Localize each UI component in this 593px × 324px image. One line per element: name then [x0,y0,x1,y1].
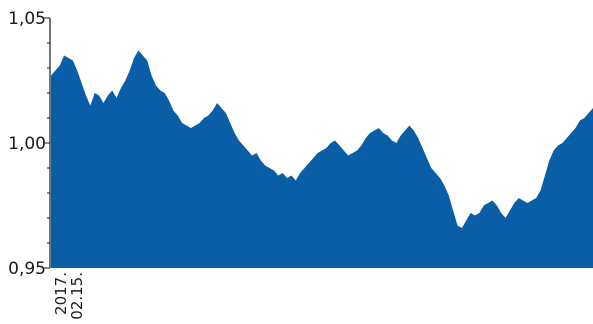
x-tick-label-line: 02.15. [68,272,86,320]
y-tick-label: 0,95 [8,259,46,279]
y-axis-ticks: 1,05 1,00 0,95 [8,9,50,279]
x-tick-label: 2017.02.15. [52,272,86,320]
x-tick-label-line: 2017. [52,272,70,315]
y-tick-label: 1,00 [8,134,46,154]
series-area [51,50,593,268]
x-axis-ticks: 2017.02.15. [52,272,86,320]
y-tick-label: 1,05 [8,9,46,29]
